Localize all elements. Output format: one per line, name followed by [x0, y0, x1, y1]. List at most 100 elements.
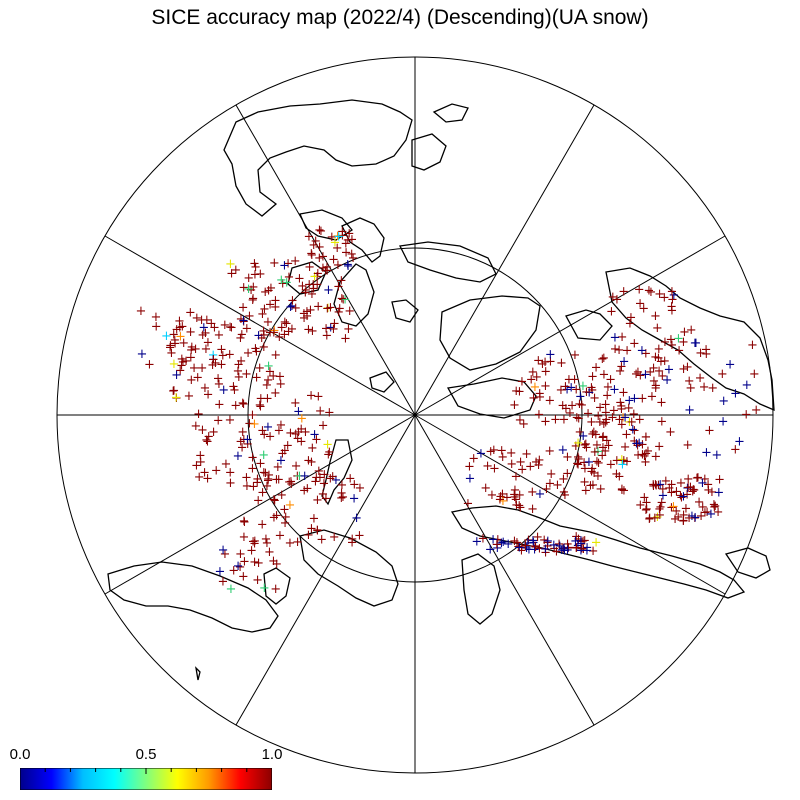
- accuracy-marker: +: [340, 236, 351, 251]
- accuracy-marker: +: [591, 536, 602, 551]
- accuracy-marker: +: [511, 498, 522, 513]
- accuracy-marker: +: [699, 380, 710, 395]
- accuracy-marker: +: [328, 253, 339, 268]
- meridian-line: [414, 235, 726, 416]
- accuracy-marker: +: [255, 392, 266, 407]
- accuracy-marker: +: [678, 508, 689, 523]
- accuracy-marker: +: [640, 347, 651, 362]
- accuracy-marker: +: [200, 326, 211, 341]
- accuracy-marker: +: [514, 541, 525, 556]
- accuracy-marker: +: [325, 472, 336, 487]
- accuracy-marker: +: [747, 338, 758, 353]
- accuracy-marker: +: [303, 453, 314, 468]
- accuracy-marker: +: [298, 306, 309, 321]
- accuracy-marker: +: [340, 332, 351, 347]
- accuracy-marker: +: [571, 411, 582, 426]
- accuracy-marker: +: [313, 389, 324, 404]
- accuracy-marker: +: [232, 364, 243, 379]
- accuracy-marker: +: [699, 472, 710, 487]
- accuracy-marker: +: [292, 469, 303, 484]
- accuracy-marker: +: [650, 309, 661, 324]
- accuracy-marker: +: [287, 293, 298, 308]
- accuracy-marker: +: [297, 279, 308, 294]
- accuracy-marker: +: [303, 528, 314, 543]
- accuracy-marker: +: [578, 542, 589, 557]
- accuracy-marker: +: [566, 381, 577, 396]
- accuracy-marker: +: [349, 478, 360, 493]
- accuracy-marker: +: [730, 443, 741, 458]
- accuracy-marker: +: [560, 402, 571, 417]
- accuracy-marker: +: [542, 539, 553, 554]
- accuracy-marker: +: [573, 532, 584, 547]
- accuracy-marker: +: [666, 285, 677, 300]
- accuracy-marker: +: [588, 425, 599, 440]
- accuracy-marker: +: [242, 437, 253, 452]
- accuracy-marker: +: [323, 448, 334, 463]
- meridian-line: [414, 414, 726, 595]
- accuracy-marker: +: [571, 530, 582, 545]
- accuracy-marker: +: [693, 471, 704, 486]
- accuracy-marker: +: [586, 464, 597, 479]
- accuracy-marker: +: [619, 355, 630, 370]
- accuracy-marker: +: [701, 347, 712, 362]
- accuracy-marker: +: [281, 316, 292, 331]
- accuracy-marker: +: [270, 582, 281, 597]
- colorbar-label-max: 1.0: [261, 746, 283, 763]
- accuracy-markers: +++++++++++++++++++++++++++++++++++++++ +…: [135, 223, 761, 597]
- accuracy-marker: +: [492, 541, 503, 556]
- accuracy-marker: +: [346, 247, 357, 262]
- accuracy-marker: +: [684, 403, 695, 418]
- accuracy-marker: +: [528, 391, 539, 406]
- accuracy-marker: +: [235, 435, 246, 450]
- coastlines: [107, 99, 775, 681]
- meridian-line: [104, 235, 416, 416]
- accuracy-marker: +: [200, 381, 211, 396]
- accuracy-marker: +: [185, 325, 196, 340]
- accuracy-marker: +: [574, 425, 585, 440]
- accuracy-marker: +: [307, 287, 318, 302]
- accuracy-marker: +: [602, 380, 613, 395]
- accuracy-marker: +: [709, 500, 720, 515]
- accuracy-marker: +: [682, 488, 693, 503]
- accuracy-marker: +: [514, 385, 525, 400]
- accuracy-marker: +: [514, 488, 525, 503]
- accuracy-marker: +: [641, 503, 652, 518]
- accuracy-marker: +: [631, 436, 642, 451]
- coastline-segment: [605, 267, 775, 412]
- accuracy-marker: +: [299, 469, 310, 484]
- accuracy-marker: +: [150, 310, 161, 325]
- accuracy-marker: +: [600, 416, 611, 431]
- accuracy-marker: +: [200, 342, 211, 357]
- accuracy-marker: +: [690, 336, 701, 351]
- accuracy-marker: +: [290, 301, 301, 316]
- accuracy-marker: +: [247, 450, 258, 465]
- accuracy-marker: +: [322, 438, 333, 453]
- accuracy-marker: +: [480, 481, 491, 496]
- accuracy-marker: +: [618, 483, 629, 498]
- accuracy-marker: +: [584, 455, 595, 470]
- accuracy-marker: +: [313, 464, 324, 479]
- accuracy-marker: +: [632, 439, 643, 454]
- accuracy-marker: +: [595, 482, 606, 497]
- accuracy-marker: +: [523, 543, 534, 558]
- accuracy-marker: +: [308, 282, 319, 297]
- accuracy-marker: +: [238, 433, 249, 448]
- accuracy-marker: +: [573, 539, 584, 554]
- accuracy-marker: +: [331, 473, 342, 488]
- accuracy-marker: +: [249, 267, 260, 282]
- accuracy-marker: +: [314, 240, 325, 255]
- accuracy-marker: +: [578, 429, 589, 444]
- accuracy-marker: +: [626, 415, 637, 430]
- accuracy-marker: +: [135, 304, 146, 319]
- accuracy-marker: +: [464, 471, 475, 486]
- accuracy-marker: +: [347, 532, 358, 547]
- accuracy-marker: +: [515, 501, 526, 516]
- accuracy-marker: +: [257, 486, 268, 501]
- accuracy-marker: +: [271, 508, 282, 523]
- accuracy-marker: +: [263, 373, 274, 388]
- coastline-segment: [446, 377, 537, 419]
- map-title: SICE accuracy map (2022/4) (Descending)(…: [151, 6, 649, 29]
- accuracy-marker: +: [577, 542, 588, 557]
- accuracy-marker: +: [544, 393, 555, 408]
- accuracy-marker: +: [190, 419, 201, 434]
